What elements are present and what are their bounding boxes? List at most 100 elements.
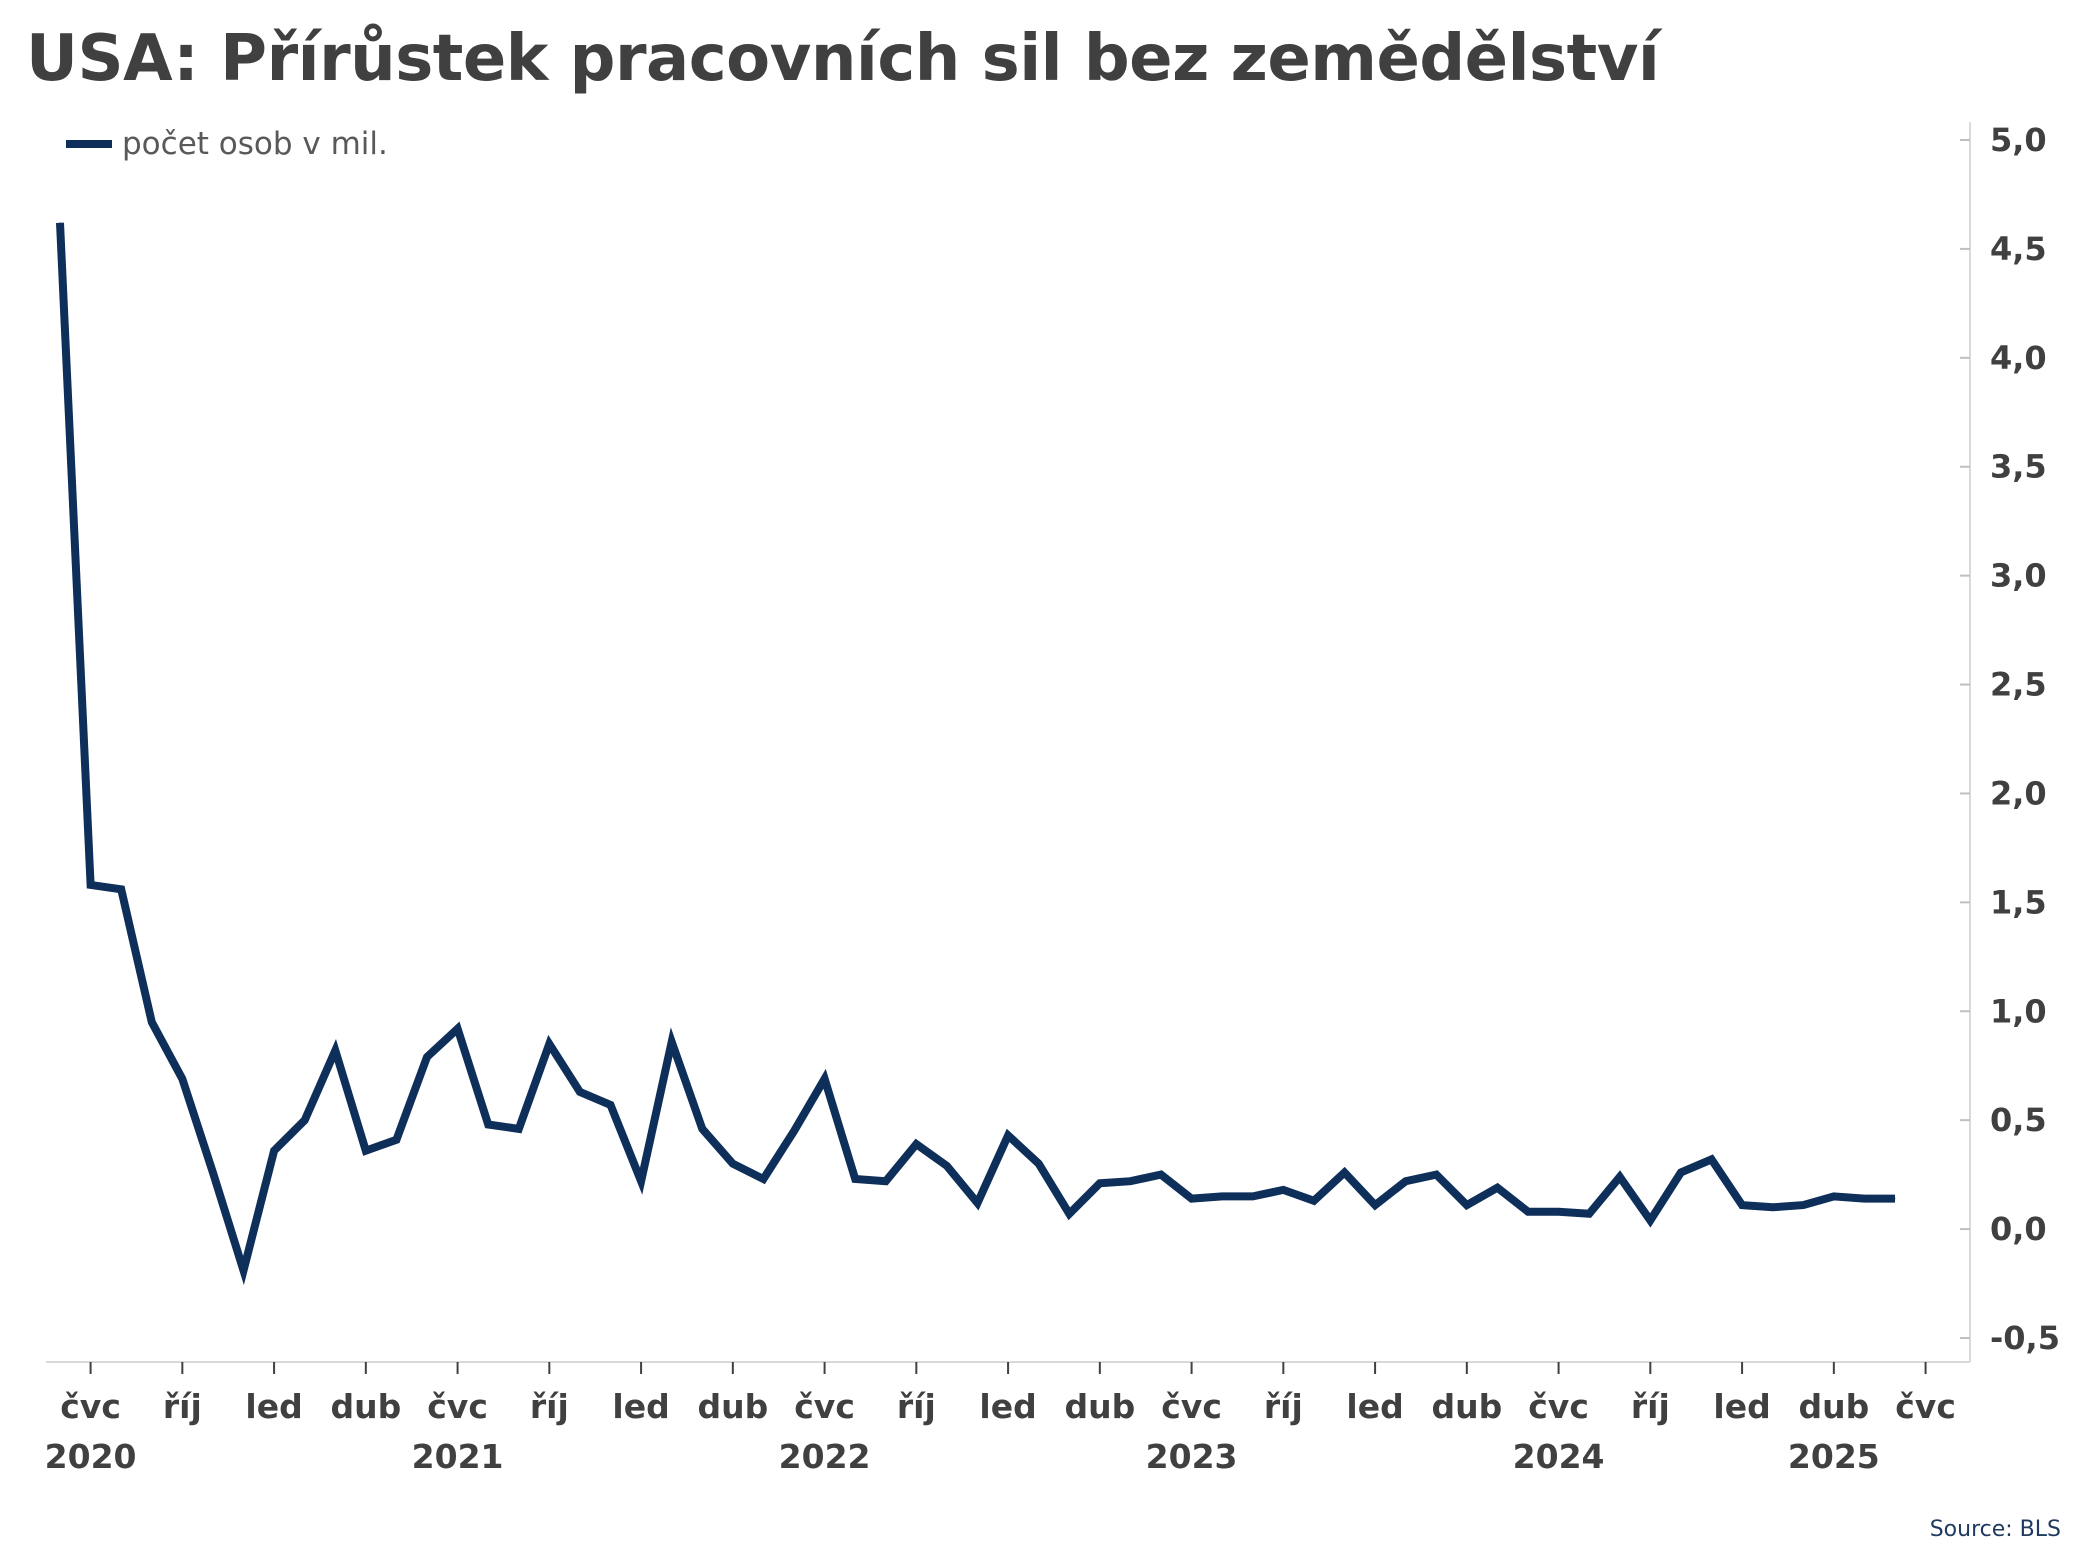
y-tick-label: 3,5 <box>1990 448 2047 486</box>
data-point <box>977 1202 978 1204</box>
x-tick-label: čvc <box>1528 1387 1589 1426</box>
x-tick-label: čvc <box>1161 1387 1222 1426</box>
data-point <box>59 222 61 224</box>
data-point <box>1160 1174 1162 1176</box>
x-tick-label: dub <box>330 1387 401 1426</box>
data-point <box>701 1128 703 1130</box>
data-point <box>1711 1158 1712 1160</box>
data-point <box>1894 1198 1896 1200</box>
series-line <box>56 222 1895 1286</box>
data-point <box>273 1150 275 1152</box>
legend-swatch <box>66 140 112 148</box>
data-point <box>1405 1180 1407 1182</box>
data-point <box>762 1178 764 1180</box>
x-year-label: 2023 <box>1146 1437 1238 1476</box>
series <box>56 222 1896 1286</box>
data-point <box>487 1124 489 1126</box>
data-point <box>824 1078 826 1080</box>
data-point <box>243 1269 244 1271</box>
data-point <box>518 1128 520 1130</box>
data-point <box>732 1163 734 1165</box>
data-point <box>151 1021 153 1023</box>
data-point <box>90 884 92 886</box>
x-year-label: 2021 <box>412 1437 504 1476</box>
data-point <box>304 1119 306 1121</box>
data-point <box>1344 1171 1345 1173</box>
y-tick-label: 2,5 <box>1990 666 2047 704</box>
source-note: Source: BLS <box>1929 1517 2061 1542</box>
y-tick-label: 2,0 <box>1990 774 2047 812</box>
y-tick-label: 1,0 <box>1990 992 2047 1030</box>
data-point <box>1313 1200 1315 1202</box>
data-point <box>1099 1182 1101 1184</box>
x-tick-label: říj <box>163 1387 202 1426</box>
x-tick-label: říj <box>530 1387 569 1426</box>
data-point <box>548 1043 550 1045</box>
y-tick-label: 1,5 <box>1990 883 2047 921</box>
x-year-label: 2020 <box>45 1437 137 1476</box>
data-point <box>1252 1195 1254 1197</box>
data-point <box>1191 1198 1193 1200</box>
data-point <box>1802 1204 1804 1206</box>
x-tick-label: dub <box>1064 1387 1135 1426</box>
data-point <box>181 1078 183 1080</box>
data-point <box>946 1165 948 1167</box>
data-point <box>457 1028 459 1030</box>
data-point <box>1772 1206 1774 1208</box>
x-year-label: 2025 <box>1788 1437 1880 1476</box>
data-point <box>426 1056 428 1058</box>
data-point <box>1435 1174 1437 1176</box>
chart-title: USA: Přírůstek pracovních sil bez zemědě… <box>26 22 1660 96</box>
x-tick-label: čvc <box>427 1387 488 1426</box>
x-tick-label: čvc <box>1895 1387 1956 1426</box>
data-point <box>640 1180 642 1182</box>
x-tick-label: dub <box>697 1387 768 1426</box>
data-point <box>1374 1204 1376 1206</box>
data-point <box>365 1150 367 1152</box>
y-tick-label: 3,0 <box>1990 557 2047 595</box>
data-point <box>1068 1213 1070 1215</box>
x-tick-label: led <box>612 1387 669 1426</box>
x-year-label: 2024 <box>1513 1437 1605 1476</box>
data-point <box>610 1104 611 1106</box>
data-point <box>212 1171 214 1173</box>
x-tick-label: čvc <box>60 1387 121 1426</box>
x-tick-label: říj <box>1631 1387 1670 1426</box>
data-point <box>1007 1134 1009 1136</box>
legend: počet osob v mil. <box>66 126 388 162</box>
x-tick-label: říj <box>897 1387 936 1426</box>
data-point <box>854 1178 856 1180</box>
data-point <box>1282 1189 1284 1191</box>
x-tick-label: led <box>1713 1387 1770 1426</box>
x-tick-label: čvc <box>794 1387 855 1426</box>
data-point <box>1129 1180 1131 1182</box>
data-point <box>1833 1195 1835 1197</box>
data-point <box>1466 1204 1468 1206</box>
data-point <box>885 1180 887 1182</box>
data-point <box>793 1130 795 1132</box>
x-tick-label: říj <box>1264 1387 1303 1426</box>
data-point <box>579 1091 581 1093</box>
x-tick-label: dub <box>1431 1387 1502 1426</box>
x-tick-label: led <box>245 1387 302 1426</box>
data-point <box>1741 1204 1743 1206</box>
axes: -0,5 0,0 0,5 1,0 1,5 2,0 2,5 3,0 3,5 4,0 4,5 5,0 čvc… <box>45 121 2060 1476</box>
data-point <box>1527 1211 1529 1213</box>
data-point <box>1863 1198 1865 1200</box>
data-point <box>1038 1163 1040 1165</box>
data-point <box>120 888 122 890</box>
data-point <box>1588 1213 1590 1215</box>
data-point <box>1619 1176 1621 1178</box>
y-tick-label: -0,5 <box>1990 1319 2060 1357</box>
data-point <box>1221 1195 1223 1197</box>
y-tick-label: 4,0 <box>1990 339 2047 377</box>
y-tick-label: 4,5 <box>1990 230 2047 268</box>
legend-label: počet osob v mil. <box>122 126 388 162</box>
data-point <box>395 1139 397 1141</box>
data-point <box>334 1049 336 1051</box>
y-tick-label: 0,0 <box>1990 1210 2047 1248</box>
y-tick-label: 5,0 <box>1990 121 2047 159</box>
data-point <box>915 1143 917 1145</box>
x-tick-label: led <box>979 1387 1036 1426</box>
